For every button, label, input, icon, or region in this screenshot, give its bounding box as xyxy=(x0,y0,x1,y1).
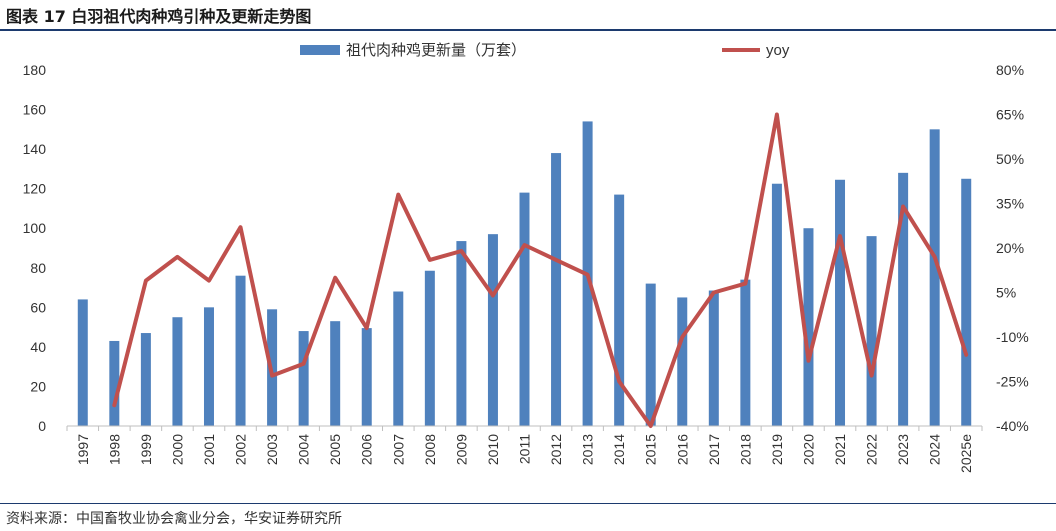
bar xyxy=(708,290,719,426)
x-tick-label: 1998 xyxy=(106,434,122,465)
x-tick-label: 2020 xyxy=(800,434,816,465)
x-tick-label: 2002 xyxy=(233,434,249,465)
y-right-tick-label: 80% xyxy=(996,62,1024,78)
bar xyxy=(203,307,214,426)
x-tick-label: 2019 xyxy=(769,434,785,465)
legend-line-label: yoy xyxy=(766,42,790,59)
x-tick-label: 2015 xyxy=(643,434,659,465)
x-tick-label: 2000 xyxy=(169,434,185,465)
bar xyxy=(298,331,309,426)
y-left-tick-label: 180 xyxy=(23,62,47,78)
x-tick-label: 2004 xyxy=(296,434,312,465)
y-right-tick-label: 50% xyxy=(996,151,1024,167)
x-tick-label: 2024 xyxy=(927,434,943,465)
bar xyxy=(614,194,625,426)
source-note: 资料来源：中国畜牧业协会禽业分会，华安证券研究所 xyxy=(6,511,342,527)
bar xyxy=(519,192,530,426)
bar xyxy=(551,153,562,427)
legend-bar-swatch xyxy=(300,45,340,55)
y-left-tick-label: 100 xyxy=(23,220,47,236)
combo-chart: 祖代肉种鸡更新量（万套） yoy 0 20 40 60 80 100 120 140 160 18… xyxy=(23,42,1029,473)
x-tick-label: 2003 xyxy=(264,434,280,465)
x-tick-label: 1999 xyxy=(138,434,154,465)
bar xyxy=(424,270,435,426)
x-tick-label: 2006 xyxy=(359,434,375,465)
x-tick-label: 2023 xyxy=(895,434,911,465)
x-tick-label: 2001 xyxy=(201,434,217,465)
y-left-tick-label: 160 xyxy=(23,102,47,118)
bar xyxy=(866,236,877,426)
bar xyxy=(898,172,909,426)
bar xyxy=(803,228,814,426)
bar xyxy=(771,183,782,426)
y-left-tick-label: 60 xyxy=(30,299,46,315)
x-tick-label: 2025e xyxy=(958,434,974,473)
y-left-tick-label: 140 xyxy=(23,141,47,157)
y-left-tick-label: 80 xyxy=(30,260,46,276)
x-tick-label: 2010 xyxy=(485,434,501,465)
bar xyxy=(172,317,183,426)
x-tick-label: 2022 xyxy=(864,434,880,465)
x-tick-label: 2005 xyxy=(327,434,343,465)
x-tick-label: 2013 xyxy=(580,434,596,465)
x-tick-label: 2017 xyxy=(706,434,722,465)
y-left-tick-label: 40 xyxy=(30,339,46,355)
bar xyxy=(109,340,120,426)
y-right-tick-label: -40% xyxy=(996,418,1029,434)
y-right-tick-label: 20% xyxy=(996,240,1024,256)
x-tick-label: 2012 xyxy=(548,434,564,465)
bar xyxy=(140,333,151,426)
x-tick-label: 2021 xyxy=(832,434,848,465)
x-tick-label: 2008 xyxy=(422,434,438,465)
bar xyxy=(393,291,404,426)
x-tick-label: 2011 xyxy=(517,434,533,464)
y-left-tick-label: 0 xyxy=(38,418,46,434)
bar xyxy=(645,283,656,426)
bar xyxy=(361,328,372,426)
bar xyxy=(235,275,246,426)
y-right-tick-label: -25% xyxy=(996,374,1029,390)
y-right-tick-label: 35% xyxy=(996,196,1024,212)
yoy-line xyxy=(112,112,969,428)
bar xyxy=(677,297,688,426)
bar xyxy=(456,241,467,426)
x-tick-label: 1997 xyxy=(75,434,91,465)
x-tick-label: 2007 xyxy=(390,434,406,465)
bar xyxy=(740,279,751,426)
figure-title: 图表 17 白羽祖代肉种鸡引种及更新走势图 xyxy=(6,7,312,26)
y-right-tick-label: 5% xyxy=(996,285,1016,301)
x-tick-label: 2009 xyxy=(453,434,469,465)
chart-legend: 祖代肉种鸡更新量（万套） yoy xyxy=(300,42,790,59)
legend-bar-label: 祖代肉种鸡更新量（万套） xyxy=(346,42,526,59)
y-right-tick-label: -10% xyxy=(996,329,1029,345)
bar xyxy=(77,299,88,426)
bar xyxy=(929,129,940,426)
y-left-tick-label: 20 xyxy=(30,378,46,394)
x-tick-label: 2018 xyxy=(737,434,753,465)
title-divider xyxy=(0,29,1056,31)
y-right-tick-label: 65% xyxy=(996,107,1024,123)
x-tick-label: 2016 xyxy=(674,434,690,465)
bar xyxy=(835,179,846,426)
y-left-tick-label: 120 xyxy=(23,181,47,197)
bar xyxy=(330,321,341,426)
source-divider xyxy=(0,503,1056,504)
bar xyxy=(487,234,498,426)
bar xyxy=(961,178,972,426)
x-tick-label: 2014 xyxy=(611,434,627,465)
